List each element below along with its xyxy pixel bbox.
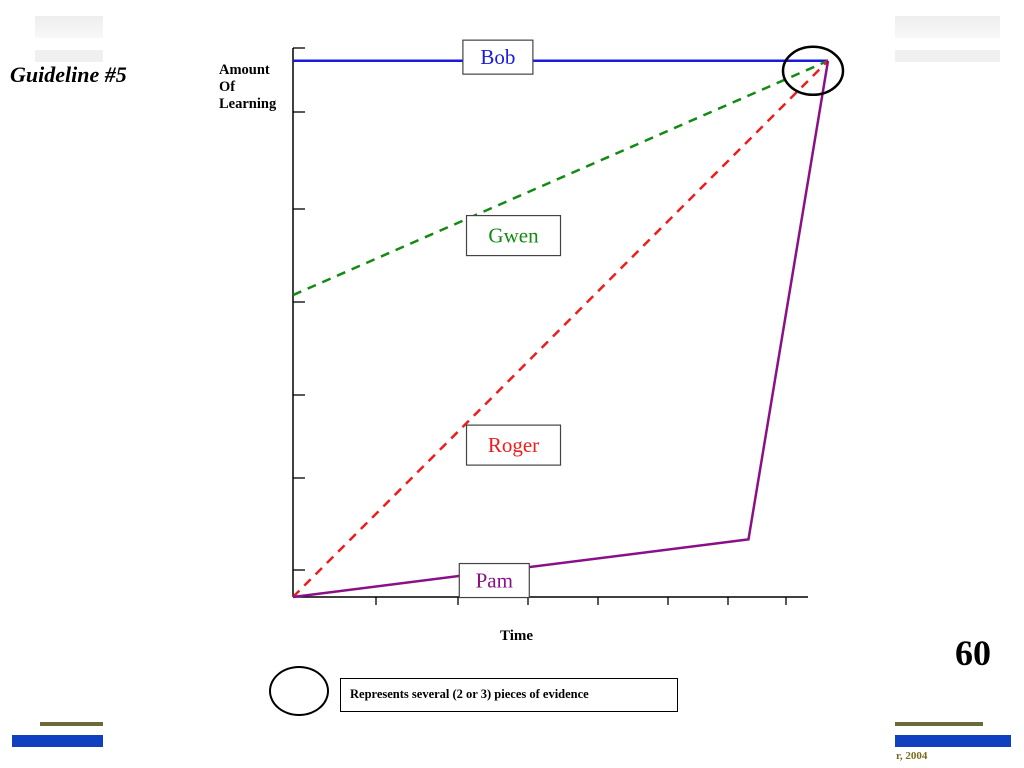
series-label-box-pam (458, 562, 530, 599)
header-bar-right-2 (895, 50, 1000, 62)
y-axis-label: Amount Of Learning (219, 62, 276, 113)
x-axis-label: Time (500, 628, 534, 644)
series-label-pam: Pam (476, 569, 513, 593)
legend-evidence-circle-icon (269, 666, 329, 716)
series-label-box-bob (462, 39, 534, 75)
footer-olive-line-left (40, 722, 103, 726)
header-bar-right (895, 16, 1000, 38)
header-bar-left (35, 16, 103, 38)
legend-evidence-text: Represents several (2 or 3) pieces of ev… (340, 678, 678, 712)
series-label-box-roger (465, 424, 562, 466)
header-bar-left-2 (35, 50, 103, 62)
y-axis-label-line-2: Of (219, 79, 236, 95)
footer-olive-line-right (895, 722, 983, 726)
slide-title: Guideline #5 (10, 62, 127, 87)
series-label-gwen: Gwen (488, 224, 539, 248)
page-number: 60 (955, 633, 991, 673)
series-label-roger: Roger (488, 433, 539, 457)
series-label-box-gwen (465, 214, 562, 257)
footer-blue-bar-right (895, 735, 1011, 747)
footer-blue-bar-left (12, 735, 103, 747)
evidence-marker-circle (781, 45, 845, 97)
series-line-pam (292, 60, 830, 599)
series-label-bob: Bob (480, 45, 515, 69)
y-axis-label-line-1: Amount (219, 62, 270, 78)
y-axis-label-line-3: Learning (219, 96, 277, 112)
footer-text: r, 2004 (896, 750, 928, 762)
series-line-roger (292, 59, 829, 598)
series-line-gwen (292, 59, 829, 297)
